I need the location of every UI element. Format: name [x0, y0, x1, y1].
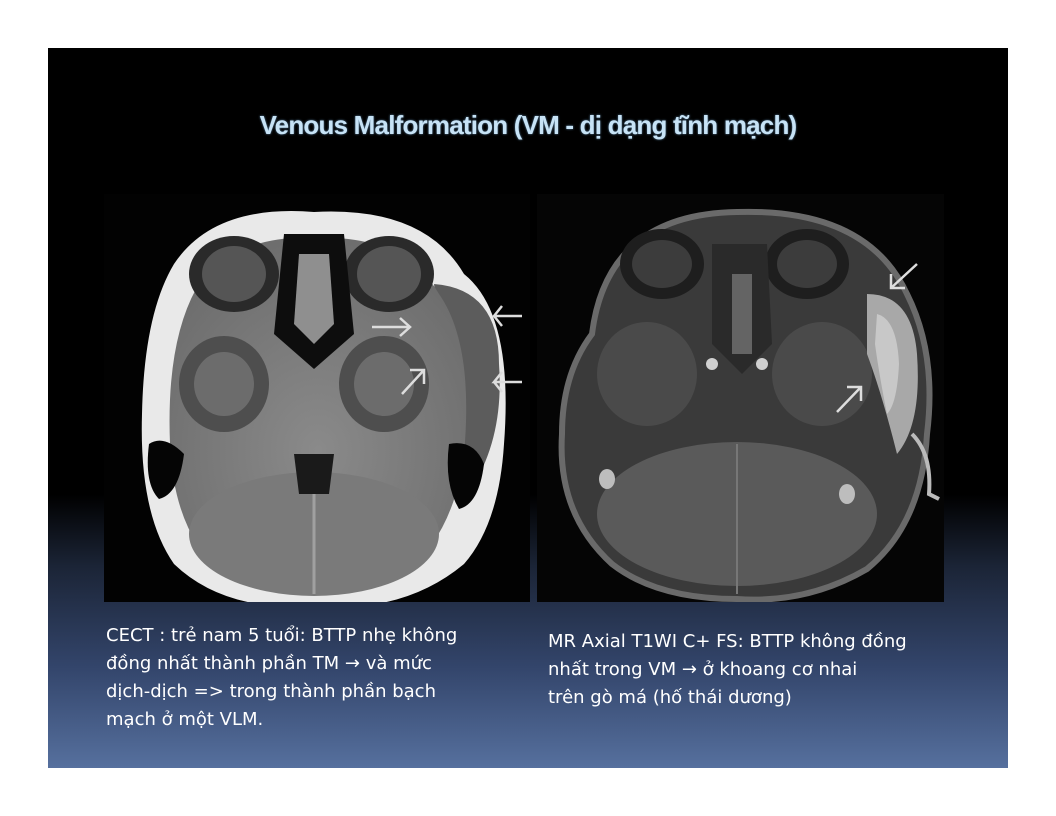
mr-scan-drawing — [558, 208, 940, 602]
slide-title: Venous Malformation (VM - dị dạng tĩnh m… — [259, 110, 798, 140]
slide: Venous Malformation (VM - dị dạng tĩnh m… — [48, 48, 1008, 768]
ct-caption: CECT : trẻ nam 5 tuổi: BTTP nhẹ không đồ… — [106, 625, 458, 730]
mr-caption: MR Axial T1WI C+ FS: BTTP không đồng nhấ… — [548, 631, 907, 708]
mr-scan-image — [537, 194, 944, 602]
ct-scan-image — [104, 194, 530, 602]
ct-scan-drawing — [141, 211, 522, 602]
